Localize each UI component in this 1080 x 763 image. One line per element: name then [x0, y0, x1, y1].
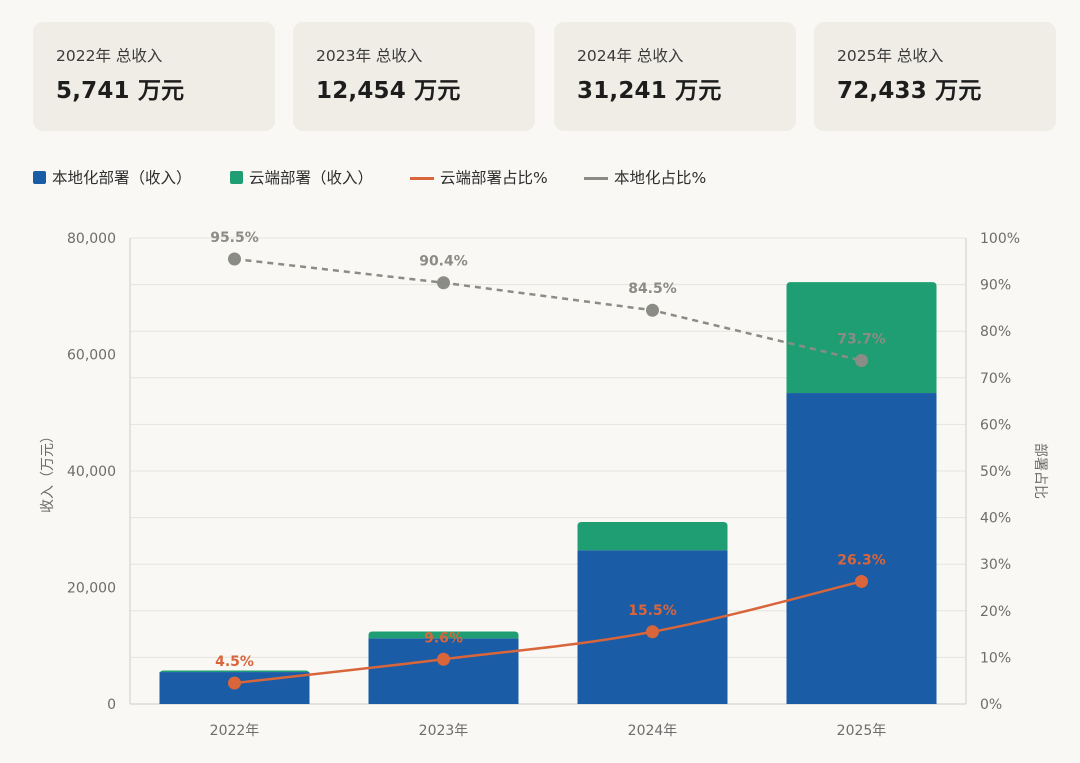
data-label: 15.5% [628, 603, 677, 619]
y-tick-label-right: 20% [980, 604, 1011, 620]
card-label: 2023年 总收入 [316, 47, 423, 65]
legend-label: 云端部署占比% [440, 169, 548, 187]
x-tick-label: 2022年 [210, 723, 260, 739]
line-point [855, 574, 868, 588]
x-tick-label: 2025年 [837, 723, 887, 739]
card-value: 5,741 万元 [56, 78, 185, 104]
card-value: 12,454 万元 [316, 78, 461, 104]
y-tick-label-left: 80,000 [67, 231, 116, 247]
card-label: 2024年 总收入 [577, 47, 684, 65]
bar-segment [368, 638, 519, 704]
line-point [437, 652, 450, 666]
bar-segment [786, 282, 937, 394]
legend-label: 本地化占比% [614, 169, 707, 187]
legend-label: 云端部署（收入） [249, 169, 374, 187]
y-tick-label-left: 20,000 [67, 581, 116, 597]
y-tick-label-right: 10% [980, 650, 1011, 666]
y-tick-label-right: 50% [980, 464, 1011, 480]
legend-swatch-blue [33, 171, 46, 184]
data-label: 73.7% [837, 332, 886, 348]
summary-card-2022: 2022年 总收入 5,741 万元 [33, 22, 275, 131]
bar-segment [786, 393, 937, 704]
line-point [228, 676, 241, 690]
y-tick-label-right: 60% [980, 417, 1011, 433]
card-label: 2022年 总收入 [56, 47, 163, 65]
card-value: 31,241 万元 [577, 78, 722, 104]
line-series-solid [234, 580, 862, 685]
line-point [855, 354, 868, 368]
data-label: 26.3% [837, 552, 886, 568]
line-series-dashed [234, 257, 862, 362]
y-tick-label-left: 60,000 [67, 348, 116, 364]
y-tick-label-left: 0 [107, 697, 116, 713]
bar-segment [368, 631, 519, 639]
legend-line-orange [410, 177, 434, 180]
data-label: 9.6% [424, 630, 463, 646]
data-label: 95.5% [210, 230, 259, 246]
legend-label: 本地化部署（收入） [52, 169, 192, 187]
y-axis-title-left: 收入（万元） [40, 429, 56, 513]
line-point [228, 252, 241, 266]
data-label: 90.4% [419, 254, 468, 270]
bar-segment [159, 670, 310, 675]
y-tick-label-right: 80% [980, 324, 1011, 340]
card-value: 72,433 万元 [837, 78, 982, 104]
y-tick-label-right: 40% [980, 511, 1011, 527]
y-tick-label-left: 40,000 [67, 464, 116, 480]
data-label: 84.5% [628, 281, 677, 297]
y-axis-title-right: 部署占比 [1032, 443, 1048, 499]
line-point [646, 303, 659, 317]
y-tick-label-right: 30% [980, 557, 1011, 573]
summary-card-2025: 2025年 总收入 72,433 万元 [814, 22, 1056, 131]
line-point [646, 625, 659, 639]
x-tick-label: 2023年 [419, 723, 469, 739]
y-tick-label-right: 70% [980, 371, 1011, 387]
card-label: 2025年 总收入 [837, 47, 944, 65]
line-point [437, 276, 450, 290]
y-tick-label-right: 0% [980, 697, 1002, 713]
x-tick-label: 2024年 [628, 723, 678, 739]
y-tick-label-right: 100% [980, 231, 1020, 247]
summary-card-2023: 2023年 总收入 12,454 万元 [293, 22, 535, 131]
summary-card-2024: 2024年 总收入 31,241 万元 [554, 22, 796, 131]
legend-line-gray [584, 177, 608, 180]
legend-swatch-green [230, 171, 243, 184]
bar-segment [577, 522, 728, 551]
data-label: 4.5% [215, 654, 254, 670]
y-tick-label-right: 90% [980, 278, 1011, 294]
summary-cards: 2022年 总收入 5,741 万元 2023年 总收入 12,454 万元 2… [33, 22, 1057, 131]
